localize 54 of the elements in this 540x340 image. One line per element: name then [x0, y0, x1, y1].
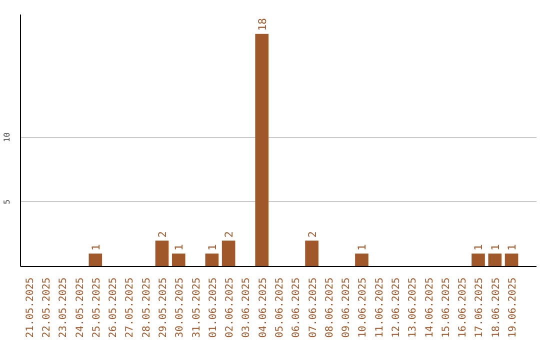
x-tick-label: 01.06.2025 — [208, 277, 219, 338]
x-tick-label: 15.06.2025 — [440, 277, 452, 338]
bar — [504, 254, 518, 266]
bar — [172, 254, 186, 266]
y-tick-label: 10 — [2, 132, 12, 142]
bar — [88, 254, 102, 266]
x-tick-label: 09.06.2025 — [341, 277, 352, 338]
data-label: 2 — [306, 231, 319, 238]
x-tick-label: 08.06.2025 — [324, 277, 336, 338]
x-tick-label: 11.06.2025 — [374, 277, 386, 338]
bar — [255, 34, 269, 266]
x-tick-label: 22.05.2025 — [41, 277, 52, 338]
data-label: 1 — [206, 244, 219, 251]
x-tick-label: 21.05.2025 — [24, 277, 36, 338]
x-tick-label: 12.06.2025 — [391, 277, 402, 338]
bar — [488, 254, 502, 266]
x-tick-label: 16.06.2025 — [458, 277, 469, 338]
bar — [155, 240, 169, 266]
x-tick-label: 23.05.2025 — [58, 277, 70, 338]
x-tick-label: 26.05.2025 — [108, 277, 120, 338]
y-tick-label: 5 — [2, 199, 12, 204]
x-tick-label: 30.05.2025 — [174, 277, 186, 338]
x-tick-label: 17.06.2025 — [474, 277, 486, 338]
x-tick-label: 02.06.2025 — [224, 277, 236, 338]
bar — [355, 254, 368, 266]
x-tick-label: 28.05.2025 — [141, 277, 152, 338]
bar — [472, 254, 485, 266]
x-tick-label: 13.06.2025 — [408, 277, 419, 338]
data-label: 2 — [222, 231, 236, 238]
x-tick-label: 10.06.2025 — [358, 277, 369, 338]
x-tick-label: 25.05.2025 — [91, 277, 102, 338]
data-label: 1 — [89, 244, 102, 251]
x-tick-label: 14.06.2025 — [424, 277, 436, 338]
x-tick-label: 29.05.2025 — [158, 277, 169, 338]
bar — [305, 240, 318, 266]
x-tick-label: 24.05.2025 — [74, 277, 86, 338]
data-label: 1 — [488, 244, 502, 251]
data-label: 1 — [172, 244, 186, 251]
data-label: 1 — [472, 244, 486, 251]
bar — [222, 240, 236, 266]
data-label: 1 — [356, 244, 369, 251]
x-tick-label: 03.06.2025 — [241, 277, 252, 338]
x-tick-label: 05.06.2025 — [274, 277, 286, 338]
x-tick-label: 18.06.2025 — [490, 277, 502, 338]
x-tick-label: 27.05.2025 — [124, 277, 136, 338]
data-label: 2 — [156, 231, 169, 238]
x-tick-label: 31.05.2025 — [191, 277, 202, 338]
data-label: 18 — [256, 18, 269, 31]
x-tick-label: 04.06.2025 — [258, 277, 269, 338]
x-tick-label: 07.06.2025 — [308, 277, 319, 338]
x-tick-label: 06.06.2025 — [291, 277, 302, 338]
data-label: 1 — [506, 244, 519, 251]
bar — [205, 254, 219, 266]
x-tick-label: 19.06.2025 — [508, 277, 519, 338]
